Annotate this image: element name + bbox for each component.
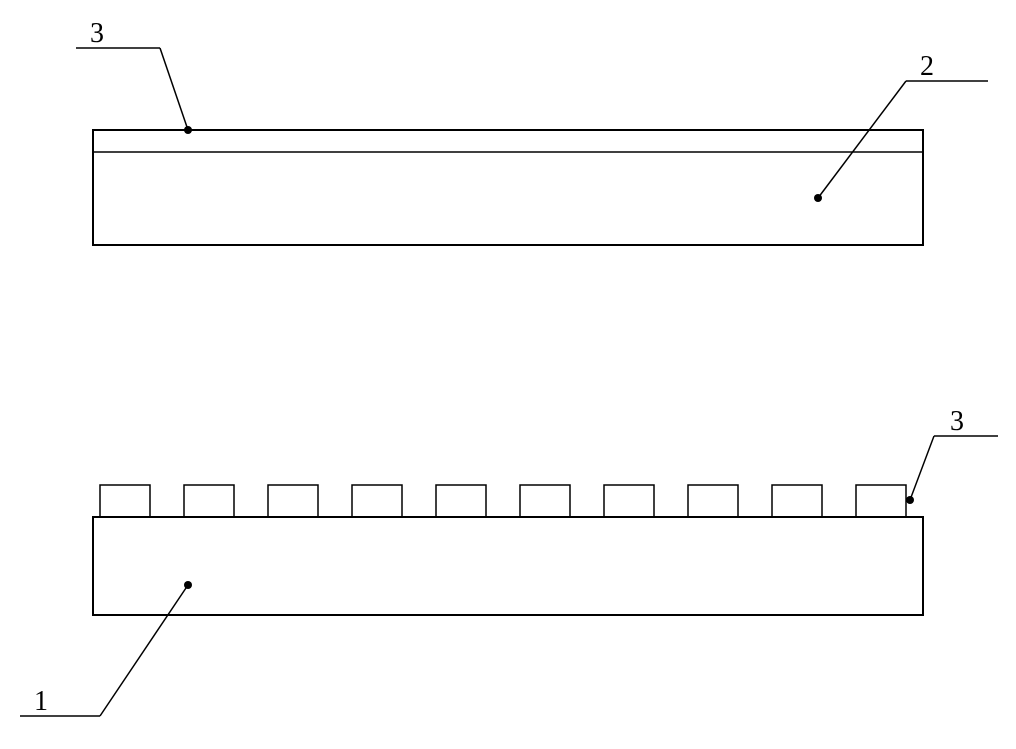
callout-3-bottom-label: 3 [950, 406, 964, 437]
tooth [436, 485, 486, 517]
tooth [688, 485, 738, 517]
tooth [268, 485, 318, 517]
tooth [184, 485, 234, 517]
callout-3-top: 3 [76, 18, 192, 134]
callout-3-top-label: 3 [90, 18, 104, 49]
tooth [352, 485, 402, 517]
tooth [520, 485, 570, 517]
tooth [772, 485, 822, 517]
upper-block [93, 130, 923, 245]
tooth [100, 485, 150, 517]
callout-2-label: 2 [920, 51, 934, 82]
tooth [856, 485, 906, 517]
lower-block [93, 517, 923, 615]
callout-3-bottom: 3 [906, 406, 998, 504]
callout-2: 2 [814, 51, 988, 202]
callout-1-label: 1 [34, 686, 48, 717]
tooth [604, 485, 654, 517]
callout-1: 1 [20, 581, 192, 717]
